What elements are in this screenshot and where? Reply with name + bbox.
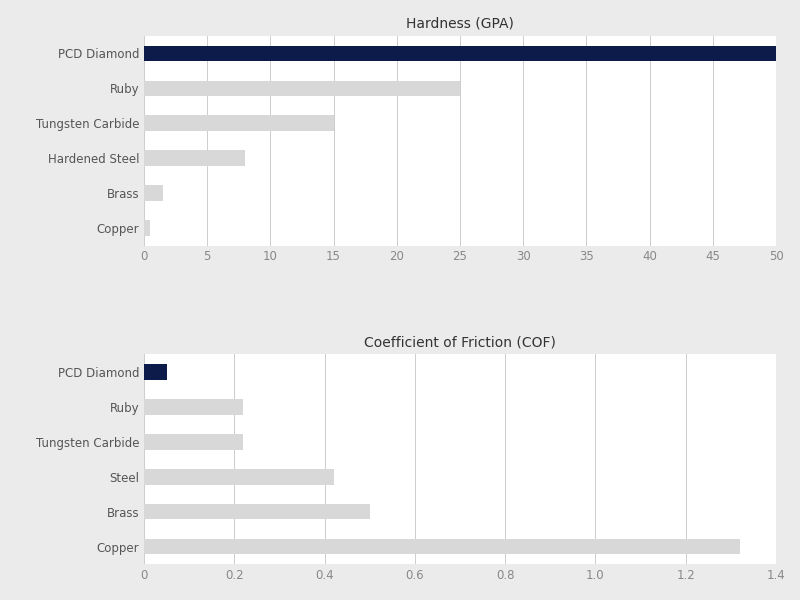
Bar — [144, 539, 740, 554]
Bar — [144, 469, 334, 485]
Bar — [144, 151, 245, 166]
Bar — [144, 364, 166, 380]
Bar — [144, 46, 776, 61]
Title: Hardness (GPA): Hardness (GPA) — [406, 17, 514, 31]
Title: Coefficient of Friction (COF): Coefficient of Friction (COF) — [364, 335, 556, 349]
Bar — [144, 115, 334, 131]
Bar — [144, 434, 243, 449]
Bar — [144, 220, 150, 236]
Bar — [144, 399, 243, 415]
Bar — [144, 80, 460, 96]
Bar — [144, 504, 370, 520]
Bar — [144, 185, 163, 201]
